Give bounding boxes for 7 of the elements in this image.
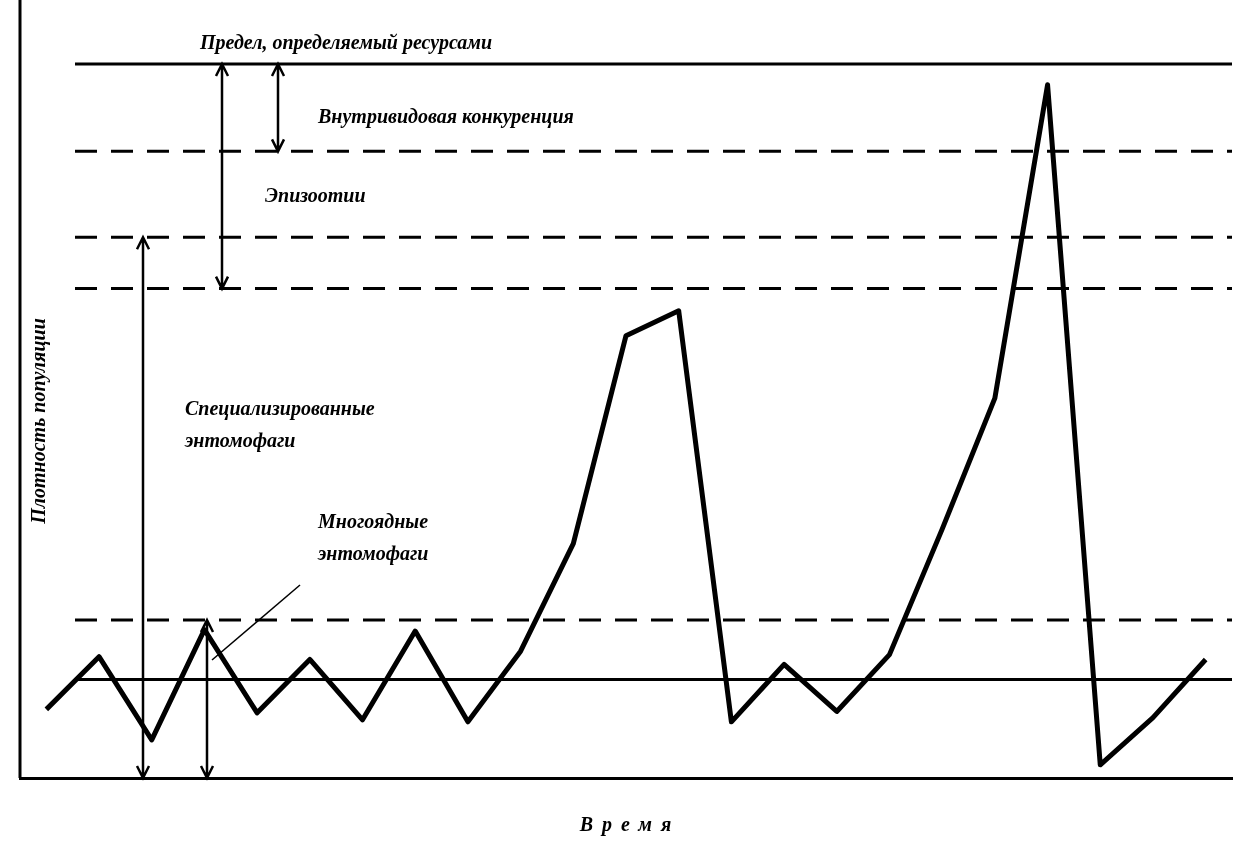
annotation: Эпизоотии [265, 184, 366, 207]
annotation: Многоядные энтомофаги [317, 510, 429, 566]
annotation: Внутривидовая конкуренция [317, 105, 574, 129]
y-axis-title: Плотность популяции [27, 318, 51, 525]
ref-line-label: Предел, определяемый ресурсами [199, 31, 493, 55]
x-axis-title: Время [578, 813, 681, 837]
annotation: Специализированные энтомофаги [184, 397, 375, 453]
